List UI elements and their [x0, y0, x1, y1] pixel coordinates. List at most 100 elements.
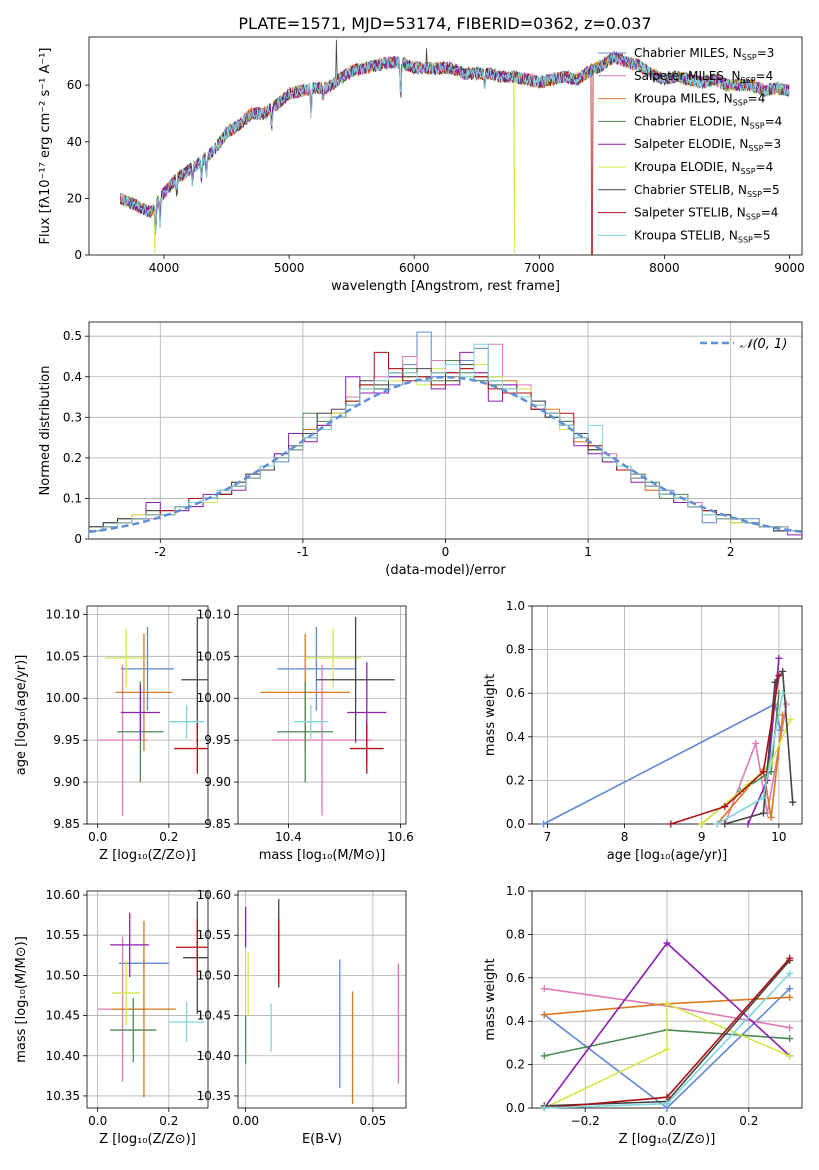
- x-tick-label: 10: [771, 830, 786, 844]
- legend-label: Salpeter STELIB, N: [634, 206, 746, 220]
- weight-marker: [786, 1035, 794, 1043]
- weight-marker: [789, 798, 797, 806]
- legend-value: =4: [761, 206, 779, 220]
- weight-marker: [759, 794, 767, 802]
- legend-entry: Salpeter STELIB, NSSP=4: [634, 206, 778, 222]
- errorbar-points: [260, 616, 395, 816]
- y-tick-label: 60: [67, 78, 82, 92]
- weight-marker: [786, 969, 794, 977]
- legend-subscript: SSP: [747, 190, 762, 199]
- chart-mass-vs-z: 0.0 0.2 10.35 10.40 10.45 10.50 10.55 10.60 Z [l…: [14, 888, 209, 1147]
- chart-age-vs-z: 0.0 0.2 9.85 9.90 9.95 10.00 10.05 10.10 Z [log₁…: [14, 605, 209, 863]
- errorbar-salpeter-elodie: [110, 912, 150, 977]
- y-tick-label: 9.90: [53, 775, 80, 789]
- y-tick-label: 10.35: [197, 1089, 231, 1103]
- x-tick-label: 0.0: [88, 830, 107, 844]
- y-tick-label: 0.4: [506, 730, 525, 744]
- y-tick-label: 10.10: [197, 607, 231, 621]
- y-tick-label: 9.95: [53, 733, 80, 747]
- errorbar-kroupa-stelib: [168, 1001, 205, 1043]
- x-axis-label: wavelength [Angstrom, rest frame]: [331, 279, 560, 294]
- weight-series-chabrier-stelib: [721, 667, 797, 828]
- x-axis-label: Z [log₁₀(Z/Z⊙)]: [99, 1132, 196, 1147]
- y-tick-label: 10.60: [46, 888, 80, 902]
- weight-line: [701, 693, 780, 825]
- weight-marker: [663, 939, 671, 947]
- y-axis-label: Flux [fλ10⁻¹⁷ erg cm⁻² s⁻¹ A⁻¹]: [38, 48, 53, 245]
- weight-line: [670, 675, 780, 825]
- legend-value: =4: [756, 69, 774, 83]
- legend-label: 𝒩(0, 1): [740, 337, 787, 352]
- weight-marker: [667, 820, 675, 828]
- y-tick-label: 0.0: [506, 1101, 525, 1115]
- weight-marker: [713, 820, 721, 828]
- weight-marker: [698, 820, 706, 828]
- weight-marker: [744, 820, 752, 828]
- y-axis-label: mass weight: [483, 674, 498, 756]
- spectrum-lines: [119, 39, 790, 255]
- axes-frame: [531, 605, 803, 825]
- y-tick-label: 10.05: [197, 649, 231, 663]
- y-tick-label: 10.05: [46, 649, 80, 663]
- errorbar-chabrier-elodie: [277, 681, 334, 783]
- x-tick-label: 9000: [774, 261, 805, 275]
- weight-marker: [779, 667, 787, 675]
- weight-marker: [540, 1104, 548, 1112]
- legend-subscript: SSP: [750, 121, 765, 130]
- weight-marker: [775, 654, 783, 662]
- y-axis-label: Normed distribution: [38, 366, 53, 496]
- errorbar-kroupa-elodie: [305, 628, 362, 688]
- weight-series-salpeter-stelib: [667, 672, 783, 828]
- legend-label: Salpeter ELODIE, N: [634, 137, 748, 151]
- errorbar-salpeter-elodie: [120, 684, 160, 741]
- errorbar-kroupa-elodie: [104, 628, 148, 688]
- weight-marker: [752, 739, 760, 747]
- weight-marker: [779, 689, 787, 697]
- axes-frame: [86, 890, 209, 1109]
- y-tick-label: 1.0: [506, 884, 525, 898]
- y-tick-label: 9.85: [204, 817, 231, 831]
- chart-mass-vs-ebv: 0.00 0.05 10.35 10.40 10.45 10.50 10.55 10.60 E(…: [197, 888, 407, 1147]
- errorbar-salpeter-miles: [97, 664, 148, 816]
- y-tick-label: 10.10: [46, 607, 80, 621]
- y-tick-label: 9.90: [204, 775, 231, 789]
- x-tick-label: 9: [698, 830, 706, 844]
- grid-lines: [238, 891, 406, 1108]
- errorbar-points: [97, 616, 208, 816]
- weight-marker: [540, 1052, 548, 1060]
- legend-entry: Kroupa STELIB, NSSP=5: [634, 228, 771, 244]
- legend-value: =3: [757, 46, 775, 60]
- x-tick-label: 7: [544, 830, 552, 844]
- grid-lines: [532, 605, 802, 825]
- y-tick-label: 10.60: [197, 888, 231, 902]
- weight-marker: [540, 1011, 548, 1019]
- y-tick-label: 0.2: [506, 773, 525, 787]
- y-tick-label: 0.6: [506, 686, 525, 700]
- spectrum-series-kroupa-stelib: [119, 51, 790, 234]
- x-tick-label: 0.2: [739, 1114, 758, 1128]
- errorbar-kroupa-miles: [115, 633, 173, 752]
- legend-subscript: SSP: [741, 76, 756, 85]
- y-axis-label: mass weight: [483, 958, 498, 1040]
- legend-label: Kroupa ELODIE, N: [634, 160, 741, 174]
- x-tick-label: 1: [584, 545, 592, 559]
- legend-subscript: SSP: [741, 167, 756, 176]
- legend-subscript: SSP: [733, 99, 748, 108]
- x-axis-label: Z [log₁₀(Z/Z⊙)]: [99, 848, 196, 863]
- histograms: [89, 331, 802, 539]
- legend-value: =3: [763, 137, 781, 151]
- weight-marker: [721, 803, 729, 811]
- errorbar-chabrier-elodie: [110, 997, 157, 1063]
- errorbar-kroupa-miles: [111, 920, 176, 1098]
- chart-weight-vs-age: 7 8 9 10 0.0 0.2 0.4 0.6 0.8 1.0 age [log₁₀(age/yr…: [483, 599, 803, 863]
- x-tick-label: −0.2: [571, 1114, 600, 1128]
- axes-frame: [237, 605, 407, 825]
- y-tick-label: 0.5: [63, 329, 82, 343]
- y-tick-label: 10.40: [197, 1049, 231, 1063]
- weight-marker: [779, 711, 787, 719]
- y-tick-label: 0.2: [506, 1058, 525, 1072]
- chart-residuals: -2 -1 0 1 2 0 0.1 0.2 0.3 0.4 0.5 (data-model)/erro…: [38, 321, 803, 578]
- weight-marker: [786, 1024, 794, 1032]
- weight-lines: [540, 654, 797, 828]
- y-tick-label: 10.40: [46, 1049, 80, 1063]
